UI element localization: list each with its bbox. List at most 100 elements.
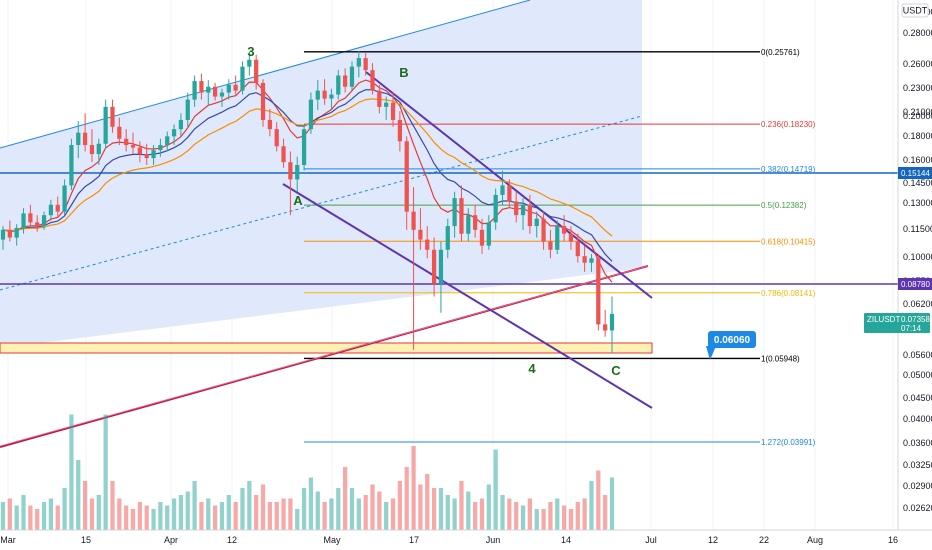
candle-body[interactable] [438,249,444,284]
candle-body[interactable] [363,58,368,71]
candle-body[interactable] [329,94,334,99]
candle-body[interactable] [213,86,218,97]
price-callout[interactable]: 0.06060 [706,331,756,360]
candle-body[interactable] [568,233,574,242]
candle-body[interactable] [507,185,512,202]
channel-upper-line[interactable] [0,0,531,149]
candle-body[interactable] [404,141,409,212]
callout-box[interactable] [708,331,756,348]
candle-body[interactable] [254,59,259,83]
candle-body[interactable] [582,256,587,263]
candle-body[interactable] [69,145,74,186]
candle-body[interactable] [274,129,279,147]
candle-body[interactable] [384,102,389,107]
candle-body[interactable] [336,75,341,95]
candle-body[interactable] [377,90,382,107]
candle-body[interactable] [418,229,423,240]
candle-body[interactable] [82,132,88,146]
candle-body[interactable] [130,145,136,148]
price-axis[interactable]: 0.300000.280000.260000.230000.210000.200… [903,7,932,513]
candle-body[interactable] [28,213,33,223]
candle-body[interactable] [192,81,197,100]
candle-body[interactable] [561,226,567,234]
candle-body[interactable] [137,147,142,155]
candle-body[interactable] [425,239,430,250]
candle-body[interactable] [343,75,348,87]
candle-body[interactable] [520,204,526,216]
candle-body[interactable] [397,119,402,142]
candle-body[interactable] [247,59,252,67]
candle-body[interactable] [473,215,478,230]
candle-body[interactable] [452,198,457,227]
candle-body[interactable] [603,324,608,331]
descending-channel-lower[interactable] [282,183,653,409]
candle-body[interactable] [267,119,272,130]
candle-body[interactable] [527,204,533,227]
candle-body[interactable] [315,90,320,100]
candlesticks[interactable] [0,51,615,354]
candle-body[interactable] [158,145,163,151]
candle-body[interactable] [110,106,115,127]
candle-body[interactable] [288,162,293,180]
candle-body[interactable] [206,86,211,93]
candle-body[interactable] [308,99,314,130]
candle-body[interactable] [185,99,190,120]
candle-body[interactable] [0,229,6,240]
candle-body[interactable] [124,138,129,146]
candle-body[interactable] [548,241,553,250]
candle-body[interactable] [41,215,47,227]
candle-body[interactable] [322,90,327,99]
candle-body[interactable] [7,229,12,238]
candle-body[interactable] [165,136,170,146]
candle-body[interactable] [103,106,108,144]
candle-body[interactable] [575,241,580,257]
candle-body[interactable] [493,194,498,223]
currency-badge[interactable] [901,3,929,18]
candle-body[interactable] [596,258,601,325]
candle-body[interactable] [144,154,149,159]
candle-body[interactable] [199,81,204,93]
candle-body[interactable] [534,218,539,227]
channel-mid-line[interactable] [0,115,643,291]
candle-body[interactable] [431,249,437,284]
candle-body[interactable] [390,102,396,120]
candle-body[interactable] [486,222,491,246]
candle-body[interactable] [89,145,95,155]
candle-body[interactable] [349,66,355,87]
candle-body[interactable] [55,204,60,212]
candle-body[interactable] [233,84,238,91]
time-axis[interactable]: Mar 15 Apr 12 May 17 Jun 14 Jul 12 22 Aug 16 [0,535,898,545]
candle-body[interactable] [356,58,361,67]
candle-body[interactable] [14,227,19,238]
candle-body[interactable] [171,129,177,137]
candle-body[interactable] [117,126,122,139]
candle-body[interactable] [370,70,375,91]
candle-body[interactable] [500,185,505,195]
candle-body[interactable] [219,92,225,97]
fibonacci-levels[interactable]: 0(0.25761) 0.236(0.18230) 0.382(0.14719) 0.… [304,48,816,447]
candle-body[interactable] [178,119,184,130]
candle-body[interactable] [151,150,156,159]
candle-body[interactable] [514,201,519,216]
candle-body[interactable] [281,146,286,163]
candle-body[interactable] [226,84,231,93]
candle-body[interactable] [62,185,67,212]
candle-body[interactable] [240,66,245,91]
candle-body[interactable] [76,132,81,146]
candle-body[interactable] [466,215,471,234]
candle-body[interactable] [459,198,464,234]
candle-body[interactable] [411,211,416,230]
candle-body[interactable] [260,82,266,120]
support-zone[interactable] [0,342,653,354]
candle-body[interactable] [96,143,101,155]
candle-body[interactable] [295,164,300,180]
candle-body[interactable] [301,129,307,165]
candle-body[interactable] [479,229,485,246]
candle-body[interactable] [541,218,546,242]
candle-body[interactable] [35,222,40,227]
candle-body[interactable] [48,204,54,216]
candle-body[interactable] [589,258,594,263]
candle-body[interactable] [21,213,26,228]
